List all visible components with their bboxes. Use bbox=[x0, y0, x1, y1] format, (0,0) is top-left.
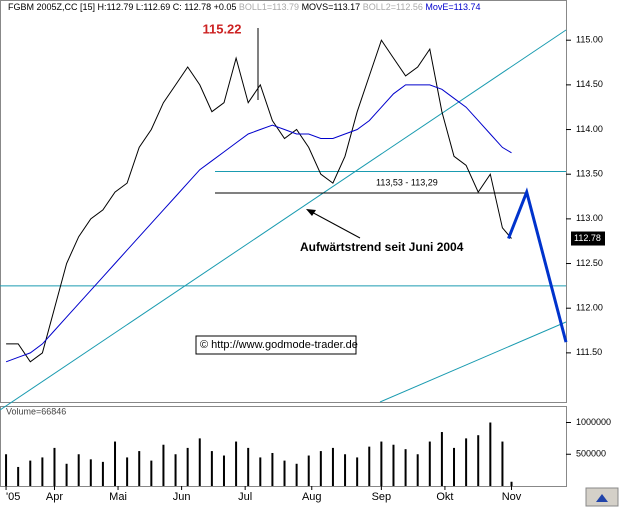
volume-bar bbox=[295, 463, 298, 486]
volume-title: Volume=66846 bbox=[6, 406, 66, 416]
price-line bbox=[6, 39, 512, 363]
volume-bar bbox=[380, 441, 383, 486]
y-tick-label: 500000 bbox=[576, 449, 606, 459]
header-text: FGBM 2005Z,CC [15] H:112.79 L:112.69 C: … bbox=[8, 2, 236, 12]
volume-bar bbox=[186, 447, 189, 486]
tool-icon bbox=[596, 494, 608, 502]
x-tick-label: Sep bbox=[372, 491, 392, 503]
volume-bar bbox=[210, 451, 213, 486]
trend-label: Aufwärtstrend seit Juni 2004 bbox=[300, 240, 464, 254]
volume-bar bbox=[331, 447, 334, 486]
date-strip bbox=[0, 487, 620, 508]
x-tick-label: Jun bbox=[173, 491, 191, 503]
volume-bar bbox=[259, 457, 262, 486]
volume-bar bbox=[138, 451, 141, 486]
volume-bar bbox=[150, 460, 153, 486]
trendline bbox=[379, 321, 567, 403]
header-text: BOLL2=112.56 bbox=[363, 2, 423, 12]
y-tick-label: 1000000 bbox=[576, 417, 611, 427]
price-frame bbox=[0, 0, 567, 403]
volume-bar bbox=[368, 446, 371, 486]
volume-bar bbox=[101, 461, 104, 486]
x-tick-label: Aug bbox=[302, 491, 322, 503]
volume-bar bbox=[17, 466, 20, 486]
y-tick-label: 114.00 bbox=[576, 124, 603, 134]
volume-bar bbox=[126, 457, 129, 486]
volume-bar bbox=[283, 460, 286, 486]
volume-bar bbox=[174, 454, 177, 486]
y-tick-label: 112.00 bbox=[576, 303, 603, 313]
header-text: BOLL1=113.79 bbox=[239, 2, 299, 12]
x-tick-label: Nov bbox=[502, 491, 522, 503]
volume-bar bbox=[198, 438, 201, 486]
volume-bar bbox=[465, 438, 468, 486]
volume-bar bbox=[222, 455, 225, 486]
volume-bar bbox=[510, 481, 513, 486]
y-tick-label: 113.00 bbox=[576, 213, 603, 223]
forecast-line bbox=[507, 187, 568, 343]
ma-line bbox=[5, 84, 512, 363]
volume-bar bbox=[89, 459, 92, 486]
volume-bar bbox=[392, 444, 395, 486]
volume-bar bbox=[489, 422, 492, 486]
header: FGBM 2005Z,CC [15] H:112.79 L:112.69 C: … bbox=[8, 2, 480, 12]
volume-bar bbox=[477, 435, 480, 486]
volume-bar bbox=[247, 447, 250, 486]
volume-bar bbox=[404, 449, 407, 486]
x-tick-label: Apr bbox=[46, 491, 63, 503]
last-price-box bbox=[571, 231, 605, 246]
volume-bar bbox=[271, 452, 274, 486]
volume-bar bbox=[428, 441, 431, 486]
peak-label: 115.22 bbox=[202, 21, 241, 36]
volume-bar bbox=[77, 454, 80, 486]
arrow bbox=[307, 209, 361, 239]
x-tick-label: Mai bbox=[109, 491, 127, 503]
y-tick-label: 111.50 bbox=[576, 347, 602, 357]
volume-bar bbox=[501, 441, 504, 486]
volume-bar bbox=[453, 447, 456, 486]
volume-bar bbox=[162, 444, 165, 486]
volume-bar bbox=[53, 447, 56, 486]
volume-bar bbox=[319, 451, 322, 486]
last-price: 112.78 bbox=[574, 233, 601, 243]
volume-bar bbox=[235, 441, 238, 486]
y-tick-label: 115.00 bbox=[576, 35, 603, 45]
x-tick-label: Okt bbox=[436, 491, 453, 503]
x-tick-label: '05 bbox=[6, 491, 20, 503]
source: © http://www.godmode-trader.de bbox=[200, 339, 358, 351]
volume-bar bbox=[356, 457, 359, 486]
volume-bar bbox=[114, 441, 117, 486]
level-label: 113,53 - 113,29 bbox=[376, 177, 438, 187]
volume-bar bbox=[65, 463, 68, 486]
y-tick-label: 114.50 bbox=[576, 79, 603, 89]
header-text: MovE=113.74 bbox=[425, 2, 480, 12]
arrow-head bbox=[306, 209, 316, 216]
y-tick-label: 113.50 bbox=[576, 169, 603, 179]
trendline bbox=[0, 29, 567, 411]
header-text: MOVS=113.17 bbox=[302, 2, 361, 12]
y-tick-label: 112.50 bbox=[576, 258, 603, 268]
volume-frame bbox=[0, 406, 567, 487]
volume-bar bbox=[41, 457, 44, 486]
volume-bar bbox=[416, 454, 419, 486]
volume-bar bbox=[5, 454, 8, 486]
volume-bar bbox=[307, 455, 310, 486]
x-tick-label: Jul bbox=[238, 491, 252, 503]
volume-bar bbox=[29, 460, 32, 486]
volume-bar bbox=[344, 454, 347, 486]
source-box bbox=[195, 335, 357, 355]
volume-bar bbox=[440, 432, 443, 486]
